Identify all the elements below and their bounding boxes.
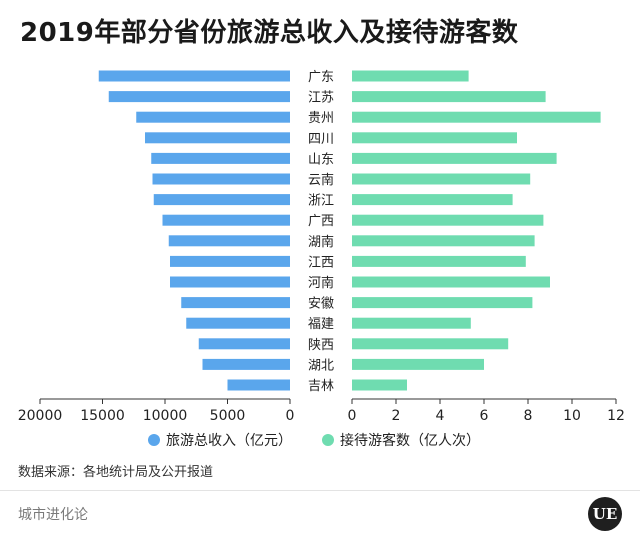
revenue-tick-label: 0: [286, 408, 295, 424]
visitor-tick-label: 10: [563, 408, 581, 424]
revenue-tick-label: 15000: [80, 408, 125, 424]
revenue-bar: [186, 317, 290, 329]
brand-name: 城市进化论: [18, 507, 88, 523]
revenue-bar: [152, 173, 290, 185]
visitor-bar: [352, 194, 513, 206]
revenue-bar: [198, 338, 290, 350]
revenue-legend-label: 旅游总收入（亿元）: [166, 433, 292, 449]
revenue-tick-label: 20000: [18, 408, 63, 424]
province-label: 浙江: [308, 194, 334, 209]
visitor-legend-label: 接待游客数（亿人次）: [340, 432, 480, 449]
visitor-bar: [352, 173, 531, 185]
visitor-tick-label: 6: [480, 408, 489, 424]
visitor-bar: [352, 70, 469, 82]
visitor-tick-label: 12: [607, 408, 625, 424]
province-label: 广东: [308, 70, 334, 85]
brand-logo-icon: UE: [588, 497, 622, 531]
province-label: 山东: [308, 152, 334, 167]
province-label: 江苏: [308, 90, 334, 106]
revenue-bar: [181, 297, 290, 309]
province-label: 陕西: [308, 338, 334, 353]
data-source-note: 数据来源：各地统计局及公开报道: [18, 465, 214, 480]
visitor-bars: [352, 70, 601, 391]
province-label: 贵州: [308, 111, 334, 126]
revenue-bar: [153, 194, 290, 206]
visitor-bar: [352, 235, 535, 247]
visitor-tick-label: 0: [348, 408, 357, 424]
visitor-bar: [352, 111, 601, 123]
revenue-bar: [162, 214, 290, 226]
province-label: 江西: [308, 255, 334, 270]
province-label: 福建: [308, 317, 334, 332]
province-label: 安徽: [308, 297, 334, 312]
revenue-bar: [170, 276, 290, 288]
visitor-tick-label: 8: [524, 408, 533, 424]
province-label: 四川: [308, 132, 334, 147]
visitor-bar: [352, 91, 546, 103]
revenue-bar: [108, 91, 290, 103]
visitor-axis-ticks: 0 2 4 6 8 10 12: [348, 399, 625, 424]
visitor-bar: [352, 214, 544, 226]
revenue-bar: [202, 358, 290, 370]
visitor-bar: [352, 132, 517, 144]
province-label: 河南: [308, 275, 334, 291]
revenue-bar: [151, 152, 290, 164]
revenue-legend-swatch: [148, 434, 160, 446]
visitor-bar: [352, 317, 471, 329]
revenue-bar: [227, 379, 290, 391]
visitor-tick-label: 4: [436, 408, 445, 424]
revenue-bar: [98, 70, 290, 82]
revenue-bar: [168, 235, 290, 247]
visitor-bar: [352, 379, 407, 391]
revenue-axis-ticks: 20000 15000 10000 5000 0: [18, 399, 295, 424]
revenue-tick-label: 5000: [210, 408, 246, 424]
visitor-bar: [352, 358, 484, 370]
province-label: 吉林: [308, 379, 334, 394]
visitor-bar: [352, 276, 550, 288]
revenue-bar: [145, 132, 290, 144]
revenue-bars: [98, 70, 290, 391]
visitor-bar: [352, 338, 509, 350]
province-label: 湖南: [308, 234, 334, 250]
visitor-bar: [352, 255, 526, 267]
visitor-legend-swatch: [322, 434, 334, 446]
footer-divider: [0, 490, 640, 491]
chart-title: 2019年部分省份旅游总收入及接待游客数: [20, 18, 519, 48]
visitor-bar: [352, 297, 533, 309]
province-label: 广西: [308, 214, 334, 229]
province-label: 云南: [308, 172, 334, 188]
revenue-bar: [170, 255, 290, 267]
visitor-bar: [352, 152, 557, 164]
visitor-tick-label: 2: [392, 408, 401, 424]
revenue-bar: [136, 111, 290, 123]
revenue-tick-label: 10000: [143, 408, 188, 424]
province-label: 湖北: [308, 358, 334, 373]
chart-legend: 旅游总收入（亿元） 接待游客数（亿人次）: [148, 432, 480, 449]
